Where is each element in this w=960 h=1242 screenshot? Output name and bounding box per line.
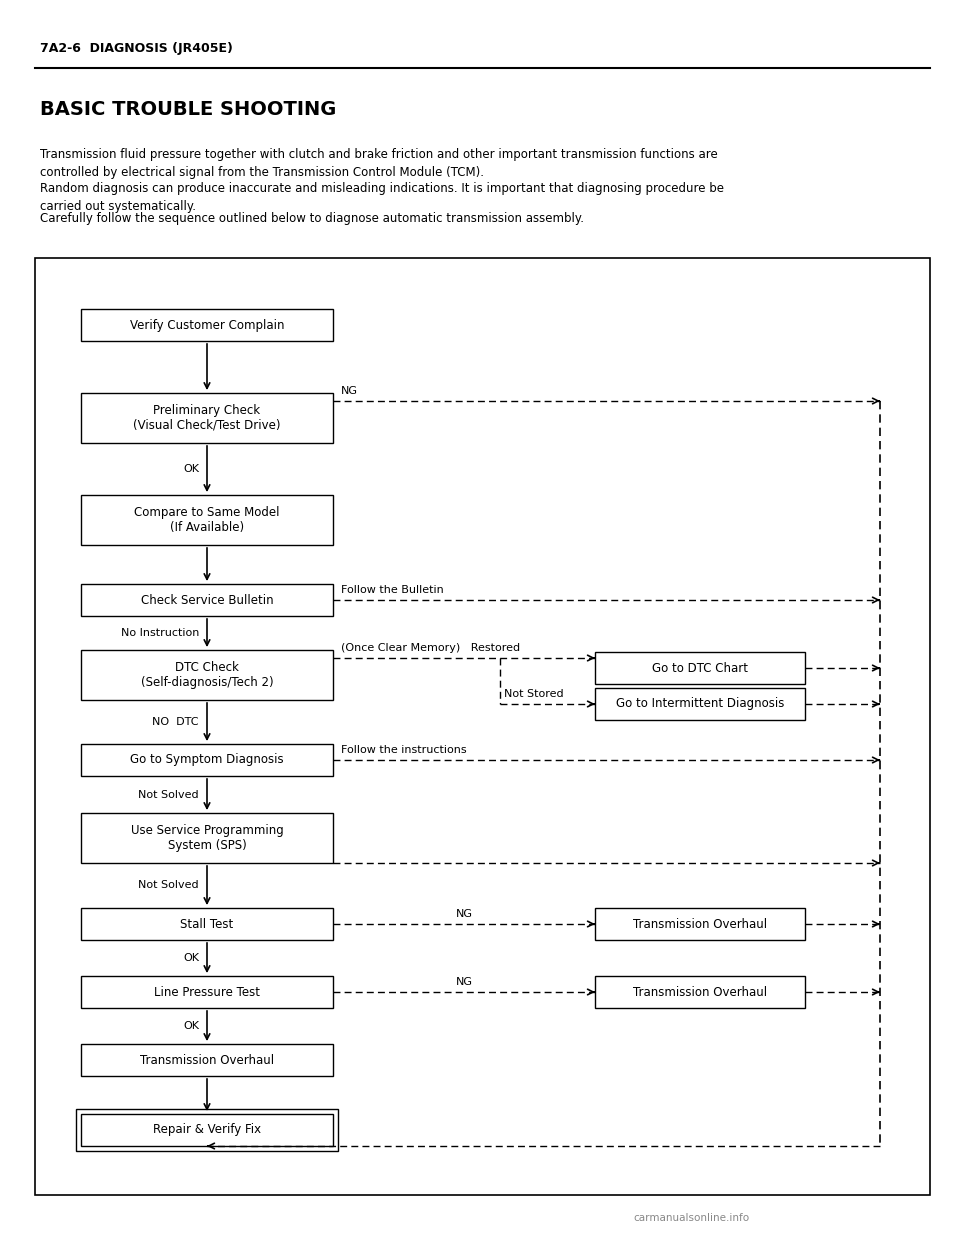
Text: Transmission Overhaul: Transmission Overhaul: [633, 985, 767, 999]
Text: NG: NG: [341, 386, 358, 396]
Text: Carefully follow the sequence outlined below to diagnose automatic transmission : Carefully follow the sequence outlined b…: [40, 212, 584, 225]
Bar: [81, 650, 333, 700]
Text: NG: NG: [455, 977, 472, 987]
Text: Transmission fluid pressure together with clutch and brake friction and other im: Transmission fluid pressure together wit…: [40, 148, 718, 179]
Bar: [35, 258, 930, 1195]
Bar: [81, 976, 333, 1009]
Bar: [595, 652, 805, 684]
Text: Not Solved: Not Solved: [138, 881, 199, 891]
Bar: [81, 392, 333, 443]
Bar: [81, 908, 333, 940]
Bar: [595, 688, 805, 720]
Bar: [81, 744, 333, 776]
Text: (Once Clear Memory)   Restored: (Once Clear Memory) Restored: [341, 643, 520, 653]
Text: Stall Test: Stall Test: [180, 918, 233, 930]
Text: Transmission Overhaul: Transmission Overhaul: [140, 1053, 274, 1067]
Text: Transmission Overhaul: Transmission Overhaul: [633, 918, 767, 930]
Text: Random diagnosis can produce inaccurate and misleading indications. It is import: Random diagnosis can produce inaccurate …: [40, 183, 724, 212]
Bar: [81, 309, 333, 342]
Bar: [76, 1109, 338, 1151]
Text: 7A2-6  DIAGNOSIS (JR405E): 7A2-6 DIAGNOSIS (JR405E): [40, 42, 233, 55]
Text: Compare to Same Model
(If Available): Compare to Same Model (If Available): [134, 505, 279, 534]
Text: Go to Intermittent Diagnosis: Go to Intermittent Diagnosis: [615, 698, 784, 710]
Bar: [81, 496, 333, 545]
Text: OK: OK: [183, 1021, 199, 1031]
Bar: [81, 1114, 333, 1146]
Text: Go to DTC Chart: Go to DTC Chart: [652, 662, 748, 674]
Text: Repair & Verify Fix: Repair & Verify Fix: [153, 1124, 261, 1136]
Bar: [81, 814, 333, 863]
Text: BASIC TROUBLE SHOOTING: BASIC TROUBLE SHOOTING: [40, 101, 336, 119]
Text: Follow the Bulletin: Follow the Bulletin: [341, 585, 444, 595]
Text: Not Stored: Not Stored: [504, 689, 564, 699]
Text: Go to Symptom Diagnosis: Go to Symptom Diagnosis: [131, 754, 284, 766]
Text: Preliminary Check
(Visual Check/Test Drive): Preliminary Check (Visual Check/Test Dri…: [133, 404, 280, 432]
Bar: [595, 976, 805, 1009]
Text: Line Pressure Test: Line Pressure Test: [154, 985, 260, 999]
Bar: [81, 584, 333, 616]
Text: Verify Customer Complain: Verify Customer Complain: [130, 318, 284, 332]
Text: DTC Check
(Self-diagnosis/Tech 2): DTC Check (Self-diagnosis/Tech 2): [141, 661, 274, 689]
Text: Not Solved: Not Solved: [138, 790, 199, 800]
Bar: [595, 908, 805, 940]
Text: NO  DTC: NO DTC: [153, 717, 199, 727]
Text: NG: NG: [455, 909, 472, 919]
Text: No Instruction: No Instruction: [121, 628, 199, 638]
Text: Follow the instructions: Follow the instructions: [341, 745, 467, 755]
Text: OK: OK: [183, 465, 199, 474]
Text: Use Service Programming
System (SPS): Use Service Programming System (SPS): [131, 823, 283, 852]
Text: OK: OK: [183, 953, 199, 963]
Bar: [81, 1045, 333, 1076]
Text: Check Service Bulletin: Check Service Bulletin: [141, 594, 274, 606]
Text: carmanualsonline.info: carmanualsonline.info: [634, 1213, 749, 1223]
